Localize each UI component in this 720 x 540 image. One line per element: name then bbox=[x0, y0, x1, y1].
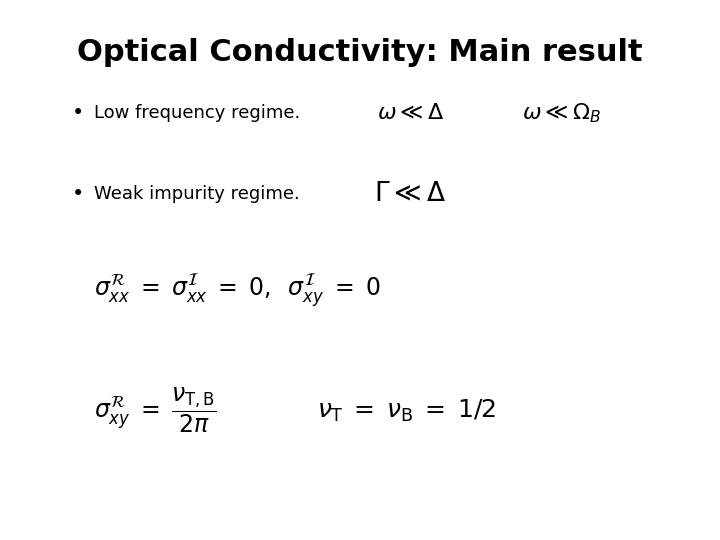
Text: Low frequency regime.: Low frequency regime. bbox=[94, 104, 300, 123]
Text: •: • bbox=[72, 184, 84, 205]
Text: Optical Conductivity: Main result: Optical Conductivity: Main result bbox=[77, 38, 643, 67]
Text: $\sigma_{xx}^{\mathcal{R}} \;=\; \sigma_{xx}^{\mathcal{I}} \;=\; 0, \;\; \sigma_: $\sigma_{xx}^{\mathcal{R}} \;=\; \sigma_… bbox=[94, 273, 380, 310]
Text: •: • bbox=[72, 103, 84, 124]
Text: Weak impurity regime.: Weak impurity regime. bbox=[94, 185, 300, 204]
Text: $\Gamma \ll \Delta$: $\Gamma \ll \Delta$ bbox=[374, 181, 446, 207]
Text: $\nu_{\mathrm{T}} \;=\; \nu_{\mathrm{B}} \;=\; 1/2$: $\nu_{\mathrm{T}} \;=\; \nu_{\mathrm{B}}… bbox=[317, 397, 496, 423]
Text: $\omega \ll \Omega_B$: $\omega \ll \Omega_B$ bbox=[522, 102, 601, 125]
Text: $\sigma_{xy}^{\mathcal{R}} \;=\; \dfrac{\nu_{\mathrm{T,B}}}{2\pi}$: $\sigma_{xy}^{\mathcal{R}} \;=\; \dfrac{… bbox=[94, 386, 217, 435]
Text: $\omega \ll \Delta$: $\omega \ll \Delta$ bbox=[377, 103, 444, 124]
